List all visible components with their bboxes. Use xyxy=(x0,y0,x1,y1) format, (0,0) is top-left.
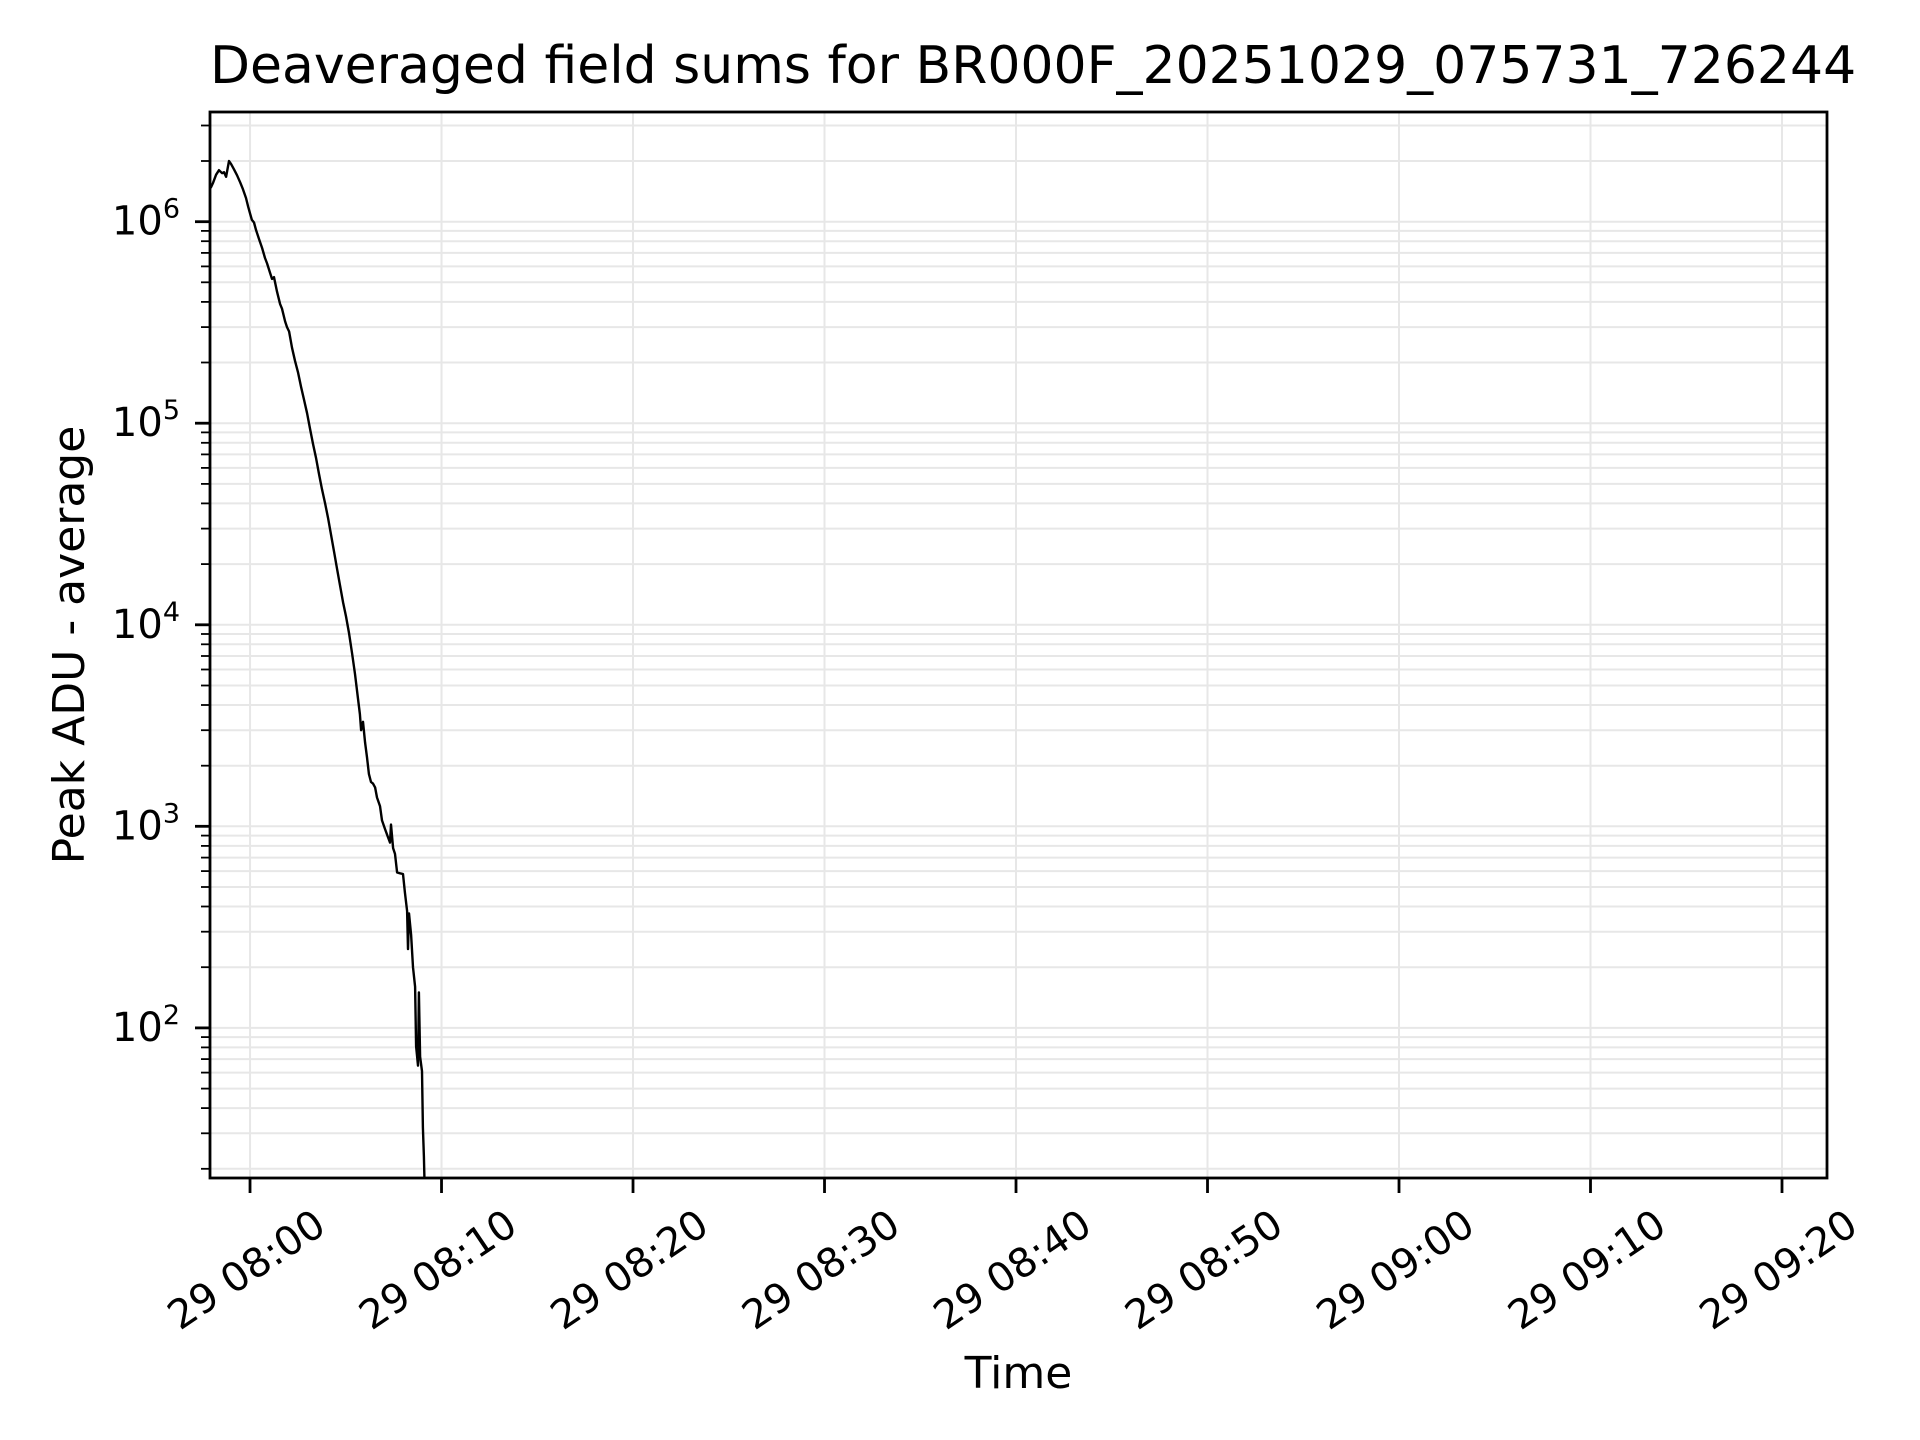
x-tick-label: 29 08:40 xyxy=(926,1201,1100,1339)
x-tick-label: 29 09:20 xyxy=(1692,1201,1866,1339)
x-tick-label: 29 08:20 xyxy=(543,1201,717,1339)
y-tick-label: 106 xyxy=(112,194,180,245)
x-tick-label: 29 09:00 xyxy=(1309,1201,1483,1339)
y-tick-label: 104 xyxy=(112,597,180,648)
x-tick-label: 29 08:00 xyxy=(160,1201,334,1339)
x-tick-label: 29 09:10 xyxy=(1500,1201,1674,1339)
y-tick-label: 105 xyxy=(112,395,180,446)
chart-title: Deaveraged field sums for BR000F_2025102… xyxy=(210,36,1857,96)
ticks xyxy=(195,124,1784,1193)
x-tick-label: 29 08:10 xyxy=(351,1201,525,1339)
gridlines xyxy=(210,112,1827,1178)
x-tick-label: 29 08:50 xyxy=(1117,1201,1291,1339)
y-tick-label: 102 xyxy=(112,1000,180,1051)
data-line xyxy=(210,159,426,1178)
x-axis-label: Time xyxy=(964,1348,1073,1399)
y-tick-labels: 102 103 104 105 106 xyxy=(112,194,180,1051)
x-tick-label: 29 08:30 xyxy=(734,1201,908,1339)
y-tick-label: 103 xyxy=(112,798,180,849)
x-tick-labels: 29 08:00 29 08:10 29 08:20 29 08:30 29 08:40… xyxy=(160,1201,1866,1339)
spines xyxy=(208,110,1829,1180)
